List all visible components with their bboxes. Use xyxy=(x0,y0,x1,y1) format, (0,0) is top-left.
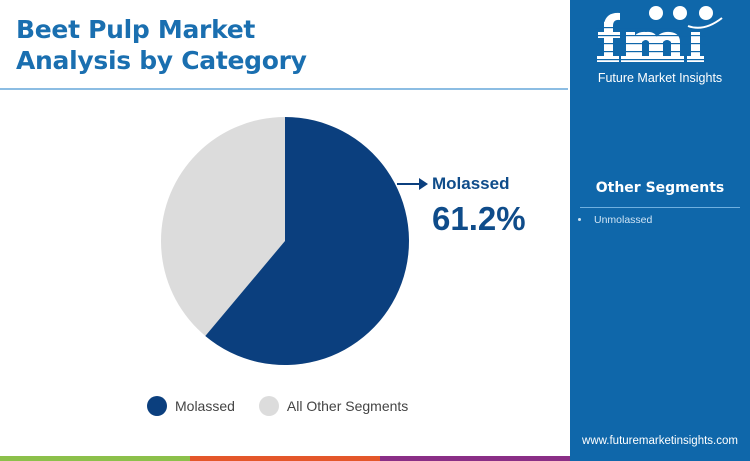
callout-value: 61.2% xyxy=(432,200,526,237)
chart-legend: Molassed All Other Segments xyxy=(147,396,432,416)
pie-slice-molassed xyxy=(205,117,409,365)
fmi-logo-icon xyxy=(596,6,723,62)
pie-chart xyxy=(161,117,418,365)
other-segments-divider xyxy=(580,207,740,208)
title-line-2: Analysis by Category xyxy=(16,46,307,75)
legend-swatch-other xyxy=(258,396,279,416)
other-segment-item: Unmolassed xyxy=(578,214,652,226)
callout-label: Molassed xyxy=(432,174,510,193)
legend-swatch-molassed xyxy=(147,396,167,416)
other-segments-title: Other Segments xyxy=(595,180,725,196)
legend-item-molassed: Molassed xyxy=(147,396,235,416)
brand-name: Future Market Insights xyxy=(597,71,723,85)
legend-item-other: All Other Segments xyxy=(258,396,409,416)
bullet-icon xyxy=(578,217,581,221)
legend-label: Molassed xyxy=(175,398,235,414)
bottom-color-bar xyxy=(0,456,570,461)
title-line-1: Beet Pulp Market xyxy=(16,15,256,44)
legend-label: All Other Segments xyxy=(286,398,409,414)
bar-segment-green xyxy=(0,456,190,461)
website-link[interactable]: www.futuremarketinsights.com xyxy=(582,435,738,447)
other-segment-label: Unmolassed xyxy=(594,214,653,226)
side-panel: Future Market Insights Other Segments Un… xyxy=(570,0,750,461)
page-title: Beet Pulp Market Analysis by Category xyxy=(16,14,307,76)
bar-segment-purple xyxy=(380,456,570,461)
title-divider xyxy=(0,88,568,90)
bar-segment-orange xyxy=(190,456,380,461)
callout-arrow-icon xyxy=(412,178,428,190)
